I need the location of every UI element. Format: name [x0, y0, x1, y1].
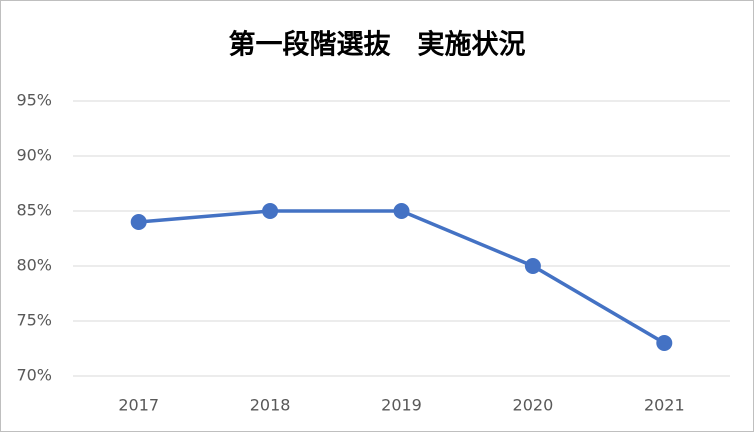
x-tick-label: 2021 — [644, 396, 685, 415]
y-tick-label: 85% — [16, 201, 52, 220]
data-point — [524, 258, 541, 274]
y-tick-label: 70% — [16, 366, 52, 385]
data-point — [130, 214, 147, 230]
data-point — [393, 203, 410, 219]
x-tick-label: 2018 — [250, 396, 291, 415]
x-tick-label: 2017 — [118, 396, 159, 415]
chart-title: 第一段階選抜 実施状況 — [229, 29, 526, 61]
y-tick-label: 75% — [16, 311, 52, 330]
y-tick-label: 95% — [16, 91, 52, 110]
y-tick-label: 80% — [16, 256, 52, 275]
data-point — [262, 203, 279, 219]
x-tick-label: 2020 — [513, 396, 554, 415]
data-point — [656, 335, 673, 351]
y-tick-label: 90% — [16, 146, 52, 165]
x-tick-label: 2019 — [381, 396, 422, 415]
